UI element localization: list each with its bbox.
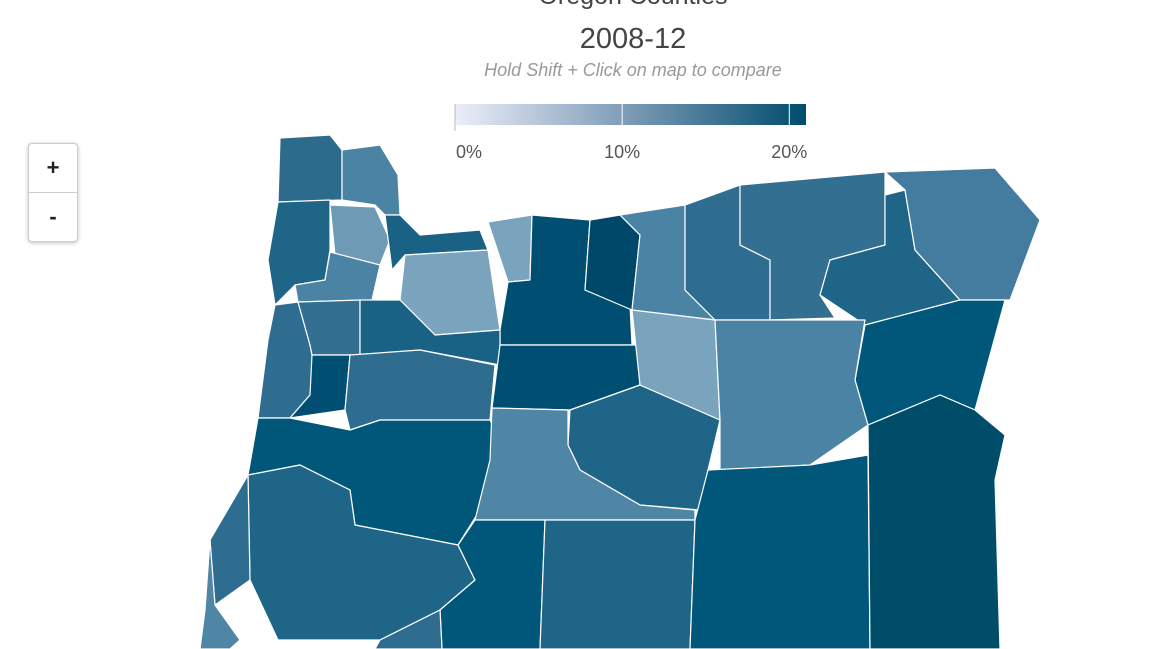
county[interactable] (289, 354, 351, 419)
county[interactable] (384, 214, 489, 271)
legend-tick-label: 10% (604, 142, 640, 162)
legend-tick-label: 20% (771, 142, 807, 162)
county[interactable] (199, 539, 241, 649)
subtitle: Hold Shift + Click on map to compare (484, 60, 782, 80)
zoom-in[interactable]: + (46, 155, 60, 180)
legend-bar (455, 104, 806, 125)
county[interactable] (344, 349, 496, 431)
counties (199, 134, 1041, 649)
county[interactable] (374, 609, 443, 649)
county[interactable] (329, 204, 391, 266)
legend-tick-label: 0% (456, 142, 482, 162)
county[interactable] (474, 407, 696, 521)
county[interactable] (341, 144, 401, 216)
county[interactable] (539, 519, 696, 649)
zoom-out[interactable]: - (29, 192, 77, 241)
zoom-control: + - (28, 143, 78, 242)
period: 2008-12 (580, 23, 686, 55)
county[interactable] (714, 319, 869, 471)
county[interactable] (487, 214, 533, 283)
county[interactable] (277, 134, 343, 203)
county[interactable] (867, 394, 1006, 649)
county[interactable] (689, 454, 871, 649)
county[interactable] (209, 474, 251, 606)
title: Oregon Counties (538, 0, 727, 10)
